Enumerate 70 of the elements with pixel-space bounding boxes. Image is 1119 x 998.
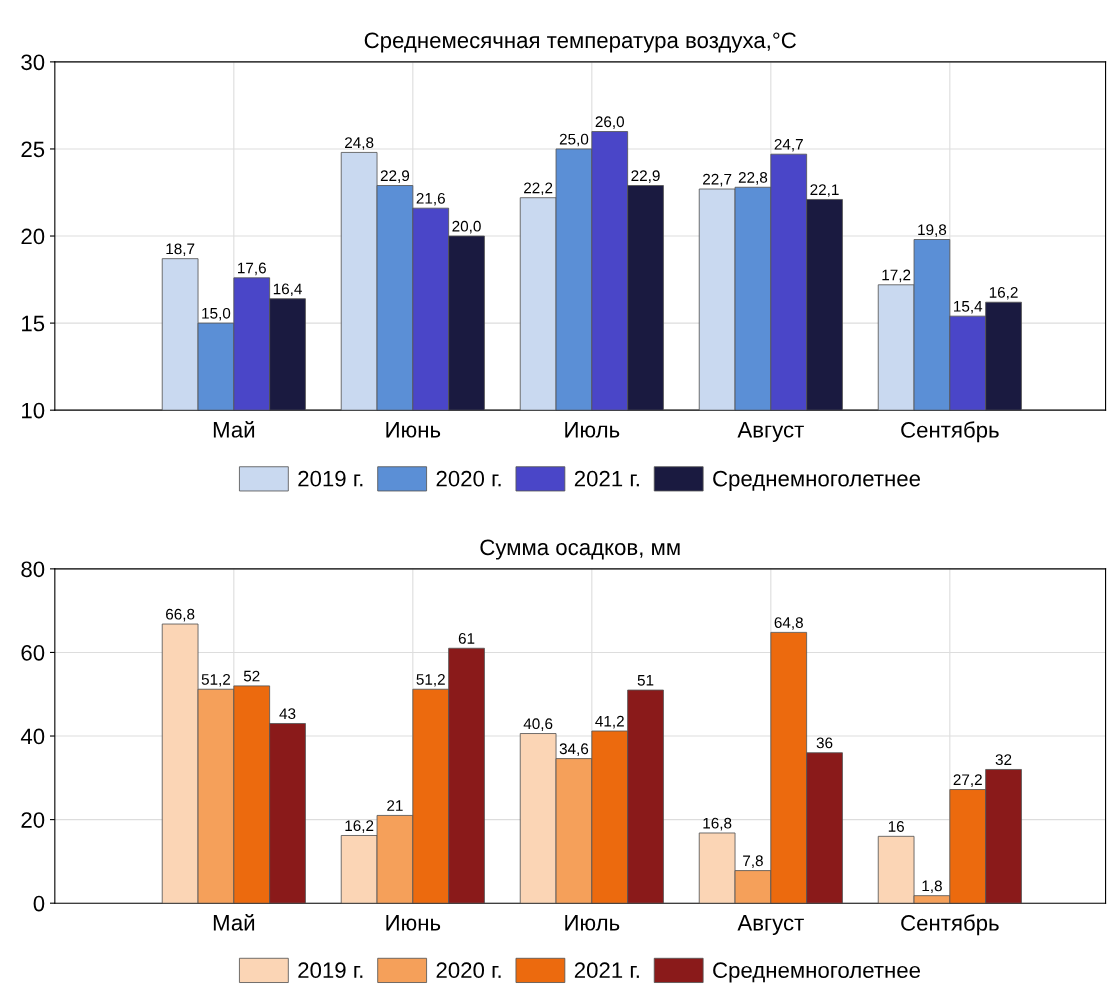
data-label: 19,8 xyxy=(918,224,947,237)
data-label: 18,7 xyxy=(166,243,195,257)
data-label: 52 xyxy=(243,670,260,682)
data-label: 43 xyxy=(279,708,296,720)
y-tick-label: 15 xyxy=(22,315,45,332)
legend-label: Среднемноголетнее xyxy=(713,470,921,491)
data-label: 20,0 xyxy=(452,220,481,234)
data-label: 16,2 xyxy=(345,820,374,833)
chart-title: Среднемесячная температура воздуха,°C xyxy=(364,32,796,53)
data-label: 66,8 xyxy=(166,608,195,622)
x-tick-label: Июнь xyxy=(386,422,441,438)
y-tick-label: 30 xyxy=(21,54,45,71)
data-label: 27,2 xyxy=(953,774,982,787)
x-tick-label: Июль xyxy=(565,915,620,931)
data-label: 15,0 xyxy=(202,307,231,321)
y-tick-label: 20 xyxy=(21,228,45,245)
data-label: 1,8 xyxy=(922,880,942,894)
x-tick-label: Сентябрь xyxy=(901,914,999,936)
y-tick-label: 10 xyxy=(22,402,45,419)
legend-label: 2019 г. xyxy=(298,962,363,979)
legend-label: Среднемноголетнее xyxy=(713,962,921,983)
data-label: 22,1 xyxy=(810,184,839,197)
data-label: 25,0 xyxy=(559,133,589,147)
data-label: 22,9 xyxy=(380,170,410,183)
x-tick-label: Май xyxy=(213,913,255,931)
y-tick-label: 80 xyxy=(21,561,45,578)
y-tick-label: 25 xyxy=(21,141,45,158)
data-label: 17,2 xyxy=(882,269,911,283)
data-label: 22,9 xyxy=(631,170,660,183)
x-tick-label: Май xyxy=(213,420,255,438)
data-label: 21 xyxy=(387,800,403,811)
data-label: 41,2 xyxy=(595,715,624,729)
data-label: 17,6 xyxy=(238,262,266,276)
data-label: 51 xyxy=(637,674,654,686)
y-tick-label: 60 xyxy=(21,644,45,661)
data-label: 61 xyxy=(458,633,475,644)
data-label: 24,7 xyxy=(774,138,803,152)
data-label: 22,2 xyxy=(524,182,553,196)
x-tick-label: Август xyxy=(737,422,804,442)
data-label: 15,4 xyxy=(954,301,983,314)
legend-label: 2019 г. xyxy=(298,470,363,487)
data-label: 16,4 xyxy=(273,283,302,297)
data-label: 36 xyxy=(816,737,833,749)
data-label: 64,8 xyxy=(774,617,803,630)
x-tick-label: Август xyxy=(737,915,804,936)
data-label: 22,8 xyxy=(738,172,768,185)
legend-label: 2021 г. xyxy=(574,470,639,487)
data-label: 22,7 xyxy=(703,173,732,187)
legend-label: 2020 г. xyxy=(436,962,501,979)
data-label: 21,6 xyxy=(416,192,445,206)
x-tick-label: Сентябрь xyxy=(901,421,999,443)
y-tick-label: 20 xyxy=(21,812,45,828)
x-tick-label: Июль xyxy=(565,422,620,438)
data-label: 26,0 xyxy=(595,116,625,129)
data-label: 51,2 xyxy=(201,673,231,687)
data-label: 34,6 xyxy=(559,743,589,756)
y-tick-label: 40 xyxy=(20,728,45,745)
legend-label: 2020 г. xyxy=(436,470,501,487)
y-tick-label: 0 xyxy=(33,895,45,912)
data-label: 51,2 xyxy=(416,673,445,687)
chart-title: Сумма осадков, мм xyxy=(480,539,680,560)
data-label: 16,2 xyxy=(989,286,1018,300)
data-label: 32 xyxy=(995,754,1012,766)
legend-label: 2021 г. xyxy=(574,962,639,979)
data-label: 7,8 xyxy=(743,855,763,868)
x-tick-label: Июнь xyxy=(386,915,441,931)
data-label: 24,8 xyxy=(345,137,374,150)
data-label: 16,8 xyxy=(703,817,732,831)
data-label: 16 xyxy=(888,821,904,832)
data-label: 40,6 xyxy=(523,718,553,731)
